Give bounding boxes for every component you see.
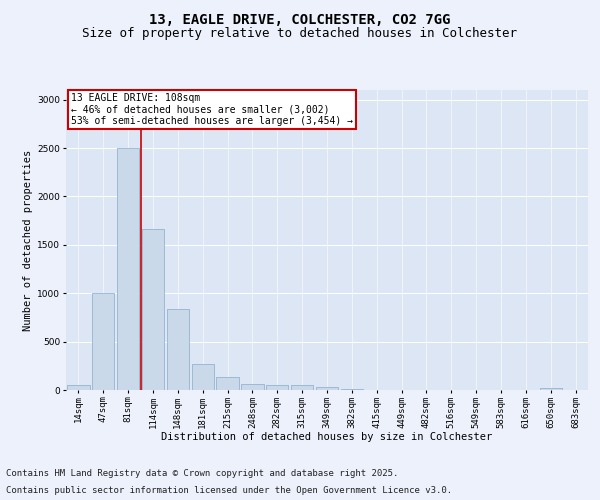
Bar xyxy=(167,308,189,390)
X-axis label: Distribution of detached houses by size in Colchester: Distribution of detached houses by size … xyxy=(161,432,493,442)
Bar xyxy=(217,378,239,390)
Bar xyxy=(316,387,338,390)
Bar xyxy=(117,148,139,390)
Text: Size of property relative to detached houses in Colchester: Size of property relative to detached ho… xyxy=(83,28,517,40)
Bar xyxy=(142,230,164,390)
Text: Contains public sector information licensed under the Open Government Licence v3: Contains public sector information licen… xyxy=(6,486,452,495)
Bar xyxy=(241,384,263,390)
Bar xyxy=(266,384,289,390)
Text: 13, EAGLE DRIVE, COLCHESTER, CO2 7GG: 13, EAGLE DRIVE, COLCHESTER, CO2 7GG xyxy=(149,12,451,26)
Bar xyxy=(539,388,562,390)
Bar xyxy=(341,389,363,390)
Y-axis label: Number of detached properties: Number of detached properties xyxy=(23,150,33,330)
Bar xyxy=(67,385,89,390)
Bar xyxy=(191,364,214,390)
Bar xyxy=(92,293,115,390)
Text: 13 EAGLE DRIVE: 108sqm
← 46% of detached houses are smaller (3,002)
53% of semi-: 13 EAGLE DRIVE: 108sqm ← 46% of detached… xyxy=(71,93,353,126)
Text: Contains HM Land Registry data © Crown copyright and database right 2025.: Contains HM Land Registry data © Crown c… xyxy=(6,468,398,477)
Bar xyxy=(291,385,313,390)
